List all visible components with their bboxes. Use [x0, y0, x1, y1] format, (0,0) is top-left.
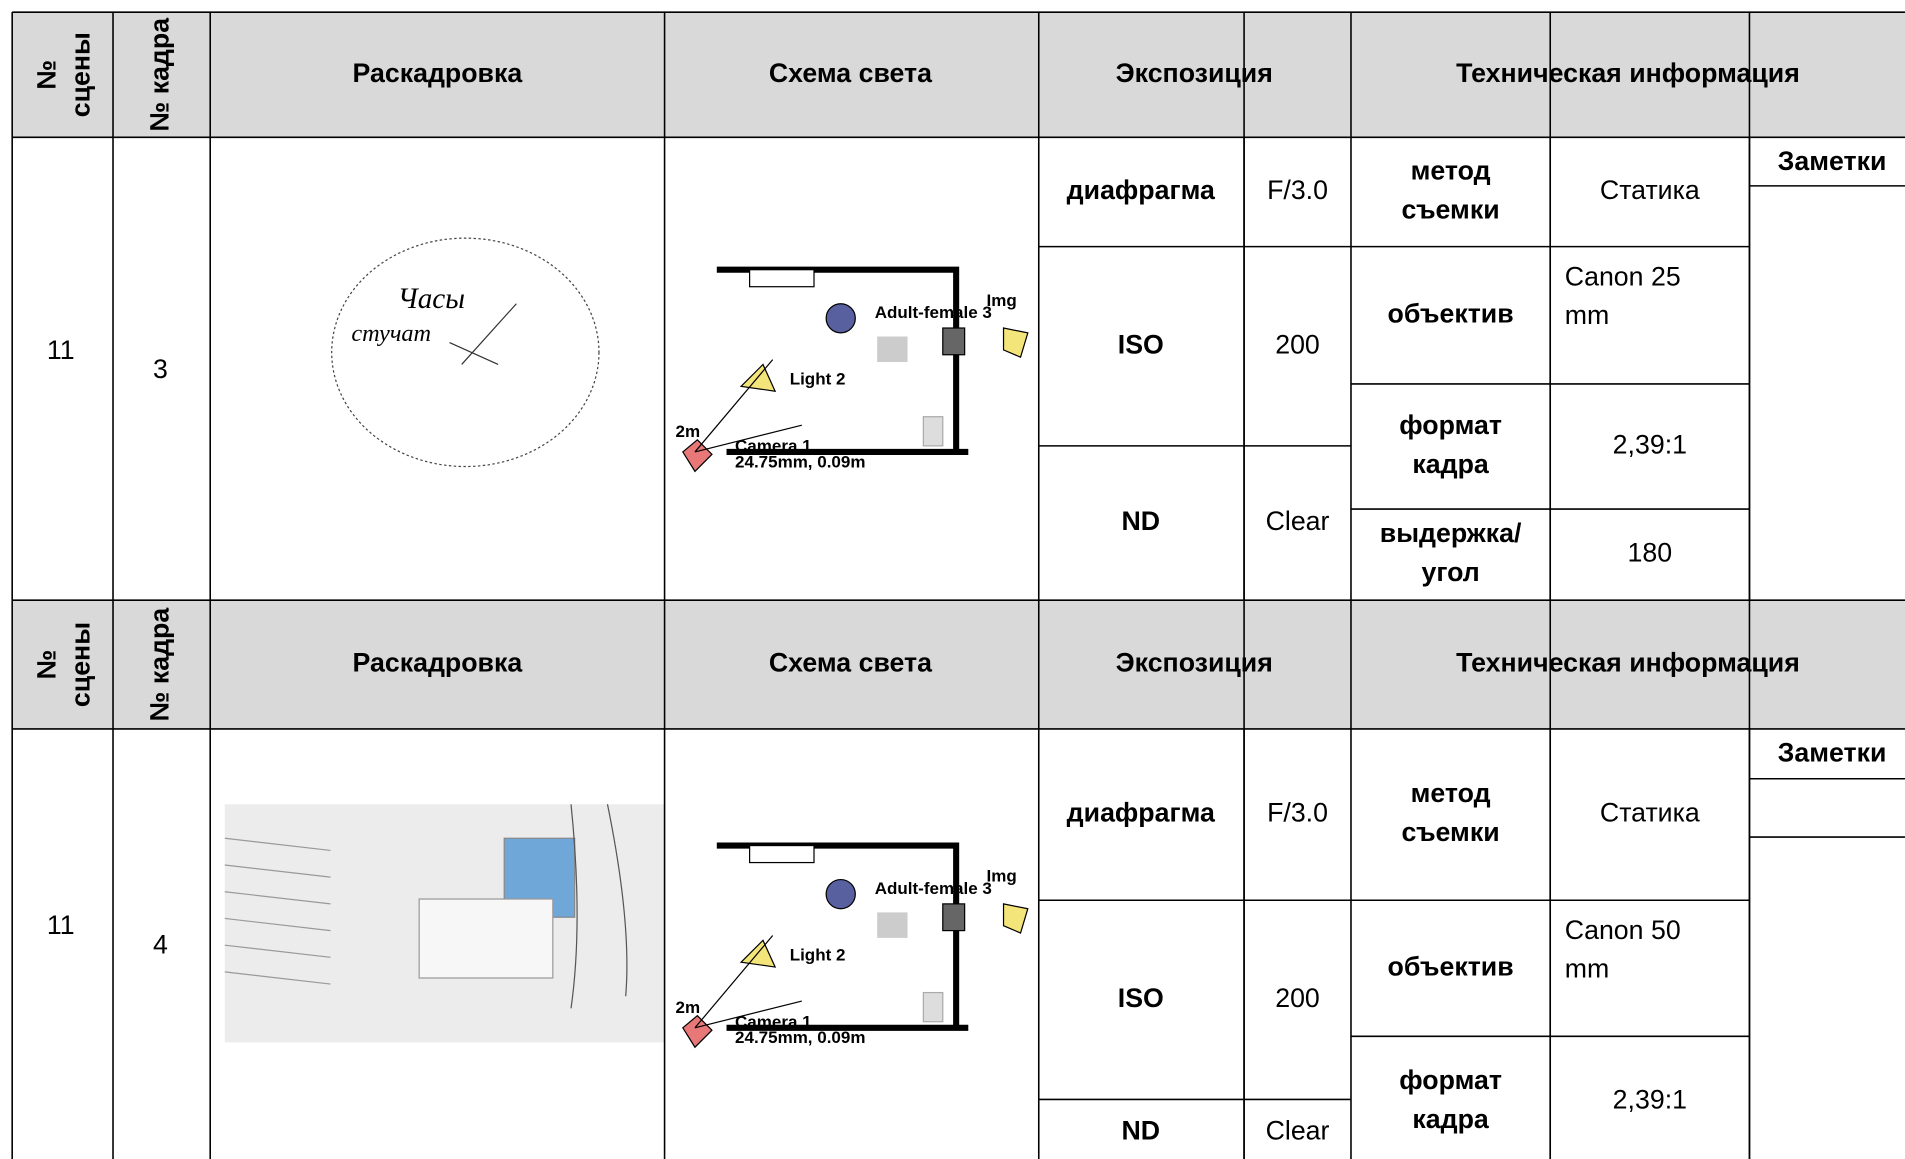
shelf	[224, 917, 331, 932]
cell-text: mm	[1565, 300, 1610, 330]
cell-text: кадра	[1412, 1104, 1490, 1134]
cell-text: 11	[47, 910, 75, 940]
cell-text: Заметки	[1778, 738, 1887, 768]
prop	[877, 336, 908, 363]
cell-text: угол	[1421, 557, 1479, 587]
cell-text: ND	[1122, 1115, 1161, 1145]
shelf	[224, 837, 331, 852]
cell-text: Canon 25	[1565, 261, 1681, 291]
cell-text: №	[32, 650, 62, 680]
scheme-label: 24.75mm, 0.09m	[735, 452, 865, 471]
cell-text: сцены	[66, 32, 96, 117]
cell-text: Схема света	[769, 648, 933, 678]
light	[1002, 903, 1029, 934]
shelf	[224, 864, 331, 878]
scheme-label: 24.75mm, 0.09m	[735, 1028, 865, 1047]
cell-text: Раскадровка	[353, 648, 524, 678]
cell-text: № кадра	[145, 17, 175, 132]
cell-text: метод	[1411, 778, 1491, 808]
cell-text: кадра	[1412, 449, 1490, 479]
scheme-label: Light 2	[790, 370, 846, 389]
actor	[825, 303, 856, 334]
desk	[418, 898, 554, 979]
shelf	[224, 971, 331, 985]
cell-text: Техническая информация	[1456, 58, 1800, 88]
shelf	[224, 891, 331, 905]
scheme-label: 2m	[676, 998, 701, 1017]
cell-text: Экспозиция	[1116, 648, 1273, 678]
view-lines	[694, 935, 803, 1029]
scheme-label: Camera 1	[735, 1012, 812, 1031]
cell-text: сцены	[66, 622, 96, 707]
cell-text: 200	[1275, 983, 1320, 1013]
cell-text: Clear	[1266, 1115, 1330, 1145]
cell-text: № кадра	[145, 607, 175, 722]
cell-text: Раскадровка	[353, 58, 524, 88]
cell-text: 2,39:1	[1613, 1084, 1687, 1114]
cell-text: Статика	[1600, 175, 1700, 205]
cell-text: Clear	[1266, 506, 1330, 536]
cell-text: диафрагма	[1067, 798, 1216, 828]
cell-text: 11	[47, 335, 75, 365]
scheme-label: Img	[987, 867, 1017, 886]
sketch-arrow	[449, 303, 517, 366]
cell-text: 200	[1275, 329, 1320, 359]
cell-text: F/3.0	[1267, 175, 1328, 205]
cell-text: 3	[153, 354, 168, 384]
actor	[825, 878, 856, 910]
sketch	[331, 237, 600, 468]
cell-text: выдержка/	[1380, 518, 1522, 548]
cell-text: формат	[1399, 410, 1502, 440]
view-lines	[694, 359, 803, 453]
header-bg	[12, 12, 1905, 138]
cell-text: ISO	[1118, 329, 1164, 359]
cell-text: съемки	[1402, 194, 1500, 224]
header-bg	[12, 600, 1905, 729]
legs	[570, 804, 628, 1009]
speaker	[942, 327, 966, 356]
cell-text: Часы	[398, 283, 465, 315]
cell-text: диафрагма	[1067, 175, 1216, 205]
cell-text: 180	[1628, 538, 1673, 568]
cell-text: Заметки	[1778, 146, 1887, 176]
cell-text: 4	[153, 929, 168, 959]
light	[1002, 327, 1029, 359]
cell-text: ND	[1122, 506, 1161, 536]
camera	[681, 1014, 713, 1049]
cell-text: объектив	[1388, 298, 1514, 328]
prop	[922, 416, 944, 447]
wall-box	[749, 269, 815, 288]
cell-text: 2,39:1	[1613, 430, 1687, 460]
cell-text: ISO	[1118, 983, 1164, 1013]
cell-text: метод	[1411, 156, 1491, 186]
cell-text: формат	[1399, 1065, 1502, 1095]
prop	[877, 912, 908, 938]
scheme-label: Img	[987, 291, 1017, 310]
cell-text: Техническая информация	[1456, 648, 1800, 678]
cell-text: Схема света	[769, 58, 933, 88]
cell-text: стучат	[351, 320, 431, 347]
prop	[922, 991, 944, 1023]
scheme-label: Light 2	[790, 946, 846, 965]
cell-text: Статика	[1600, 798, 1700, 828]
scheme-label: Camera 1	[735, 437, 812, 456]
cell-text: Canon 50	[1565, 915, 1681, 945]
scheme-label: Adult-female 3	[875, 879, 992, 898]
speaker	[942, 903, 966, 932]
camera	[681, 438, 713, 473]
cell-text: Экспозиция	[1116, 58, 1273, 88]
cell-text: mm	[1565, 954, 1610, 984]
cell-text: №	[32, 60, 62, 90]
scheme-label: Adult-female 3	[875, 303, 992, 322]
scheme-label: 2m	[676, 422, 701, 441]
cell-text: съемки	[1402, 817, 1500, 847]
shelf	[224, 944, 331, 958]
wall-box	[749, 844, 815, 864]
cell-text: F/3.0	[1267, 798, 1328, 828]
cell-text: объектив	[1388, 951, 1514, 981]
